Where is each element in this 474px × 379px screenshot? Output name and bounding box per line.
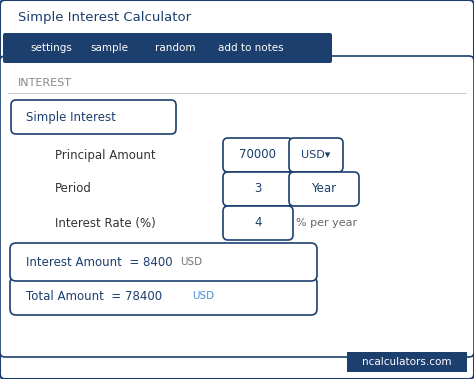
- Text: add to notes: add to notes: [218, 43, 283, 53]
- Text: Simple Interest: Simple Interest: [26, 111, 116, 124]
- Text: Period: Period: [55, 183, 92, 196]
- Text: Interest Amount  = 8400: Interest Amount = 8400: [26, 255, 173, 268]
- FancyBboxPatch shape: [10, 243, 317, 281]
- FancyBboxPatch shape: [3, 33, 332, 63]
- Text: random: random: [155, 43, 195, 53]
- Text: USD: USD: [192, 291, 214, 301]
- FancyBboxPatch shape: [289, 138, 343, 172]
- Text: settings: settings: [30, 43, 72, 53]
- Text: Interest Rate (%): Interest Rate (%): [55, 216, 156, 230]
- FancyBboxPatch shape: [223, 206, 293, 240]
- Text: USD: USD: [180, 257, 202, 267]
- FancyBboxPatch shape: [223, 138, 293, 172]
- FancyBboxPatch shape: [223, 172, 293, 206]
- Text: sample: sample: [90, 43, 128, 53]
- Text: ncalculators.com: ncalculators.com: [362, 357, 452, 367]
- Text: USD▾: USD▾: [301, 150, 331, 160]
- FancyBboxPatch shape: [0, 56, 474, 357]
- Text: INTEREST: INTEREST: [18, 78, 72, 88]
- FancyBboxPatch shape: [10, 277, 317, 315]
- Text: 70000: 70000: [239, 149, 276, 161]
- FancyBboxPatch shape: [11, 100, 176, 134]
- Text: Simple Interest Calculator: Simple Interest Calculator: [18, 11, 191, 24]
- Text: 3: 3: [255, 183, 262, 196]
- FancyBboxPatch shape: [289, 172, 359, 206]
- Text: 4: 4: [254, 216, 262, 230]
- Text: % per year: % per year: [296, 218, 357, 228]
- Text: Principal Amount: Principal Amount: [55, 149, 155, 161]
- Text: Year: Year: [311, 183, 337, 196]
- Bar: [347, 352, 467, 372]
- Text: Total Amount  = 78400: Total Amount = 78400: [26, 290, 162, 302]
